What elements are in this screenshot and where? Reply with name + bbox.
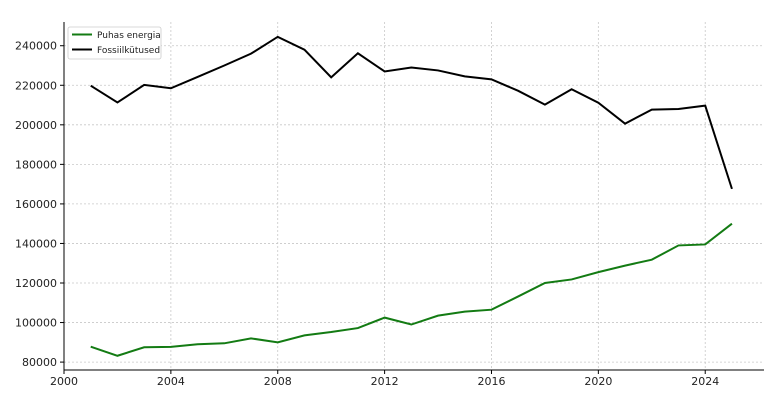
legend: Puhas energia Fossiilkütused — [67, 26, 162, 60]
grid — [63, 22, 764, 370]
x-tick-label: 2024 — [691, 375, 719, 388]
series-lines — [90, 35, 733, 357]
y-tick-label: 140000 — [15, 237, 57, 250]
y-tick-label: 180000 — [15, 158, 57, 171]
x-tick-label: 2016 — [477, 375, 505, 388]
y-tick-label: 240000 — [15, 40, 57, 53]
legend-label-fossiilkutused: Fossiilkütused — [97, 46, 160, 56]
x-tick-label: 2020 — [584, 375, 612, 388]
y-tick-label: 160000 — [15, 198, 57, 211]
x-ticks: 2000 2004 2008 2012 2016 2020 2024 — [50, 370, 719, 388]
y-tick-label: 100000 — [15, 317, 57, 330]
x-tick-label: 2012 — [371, 375, 399, 388]
y-tick-label: 80000 — [22, 356, 57, 369]
y-ticks: 80000 100000 120000 140000 160000 180000 20000… — [15, 40, 64, 369]
series-line-puhas-energia — [90, 222, 733, 357]
y-tick-label: 220000 — [15, 79, 57, 92]
x-tick-label: 2008 — [264, 375, 292, 388]
series-line-fossiilk-tused — [90, 35, 733, 190]
legend-label-puhas-energia: Puhas energia — [97, 31, 161, 41]
x-tick-label: 2004 — [157, 375, 185, 388]
y-tick-label: 120000 — [15, 277, 57, 290]
x-tick-label: 2000 — [50, 375, 78, 388]
axes — [63, 22, 764, 371]
y-tick-label: 200000 — [15, 119, 57, 132]
